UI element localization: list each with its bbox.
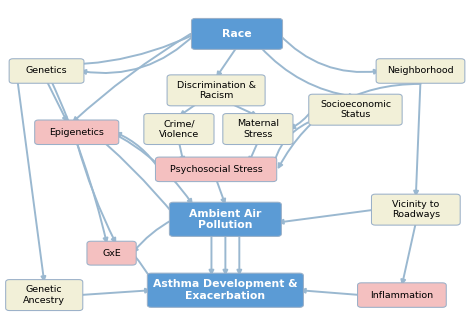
- FancyBboxPatch shape: [357, 283, 446, 307]
- FancyBboxPatch shape: [376, 59, 465, 83]
- Text: Neighborhood: Neighborhood: [387, 66, 454, 75]
- Text: Discrimination &
Racism: Discrimination & Racism: [177, 81, 255, 100]
- FancyBboxPatch shape: [169, 202, 282, 237]
- FancyBboxPatch shape: [155, 157, 277, 182]
- Text: Crime/
Violence: Crime/ Violence: [159, 119, 199, 139]
- Text: Genetic
Ancestry: Genetic Ancestry: [23, 285, 65, 305]
- Text: Ambient Air
Pollution: Ambient Air Pollution: [189, 209, 262, 230]
- FancyBboxPatch shape: [147, 273, 303, 307]
- Text: Asthma Development &
Exacerbation: Asthma Development & Exacerbation: [153, 279, 298, 301]
- FancyBboxPatch shape: [9, 59, 84, 83]
- FancyBboxPatch shape: [167, 75, 265, 106]
- Text: Socioeconomic
Status: Socioeconomic Status: [320, 100, 391, 119]
- Text: Epigenetics: Epigenetics: [49, 128, 104, 137]
- FancyBboxPatch shape: [191, 18, 283, 49]
- FancyBboxPatch shape: [35, 120, 119, 144]
- Text: GxE: GxE: [102, 249, 121, 258]
- FancyBboxPatch shape: [144, 114, 214, 144]
- Text: Maternal
Stress: Maternal Stress: [237, 119, 279, 139]
- Text: Inflammation: Inflammation: [370, 291, 433, 300]
- Text: Race: Race: [222, 29, 252, 39]
- FancyBboxPatch shape: [309, 94, 402, 125]
- Text: Psychosocial Stress: Psychosocial Stress: [170, 165, 263, 174]
- FancyBboxPatch shape: [223, 114, 293, 144]
- FancyBboxPatch shape: [372, 194, 460, 225]
- Text: Genetics: Genetics: [26, 66, 67, 75]
- FancyBboxPatch shape: [6, 280, 83, 311]
- Text: Vicinity to
Roadways: Vicinity to Roadways: [392, 200, 440, 219]
- FancyBboxPatch shape: [87, 241, 136, 265]
